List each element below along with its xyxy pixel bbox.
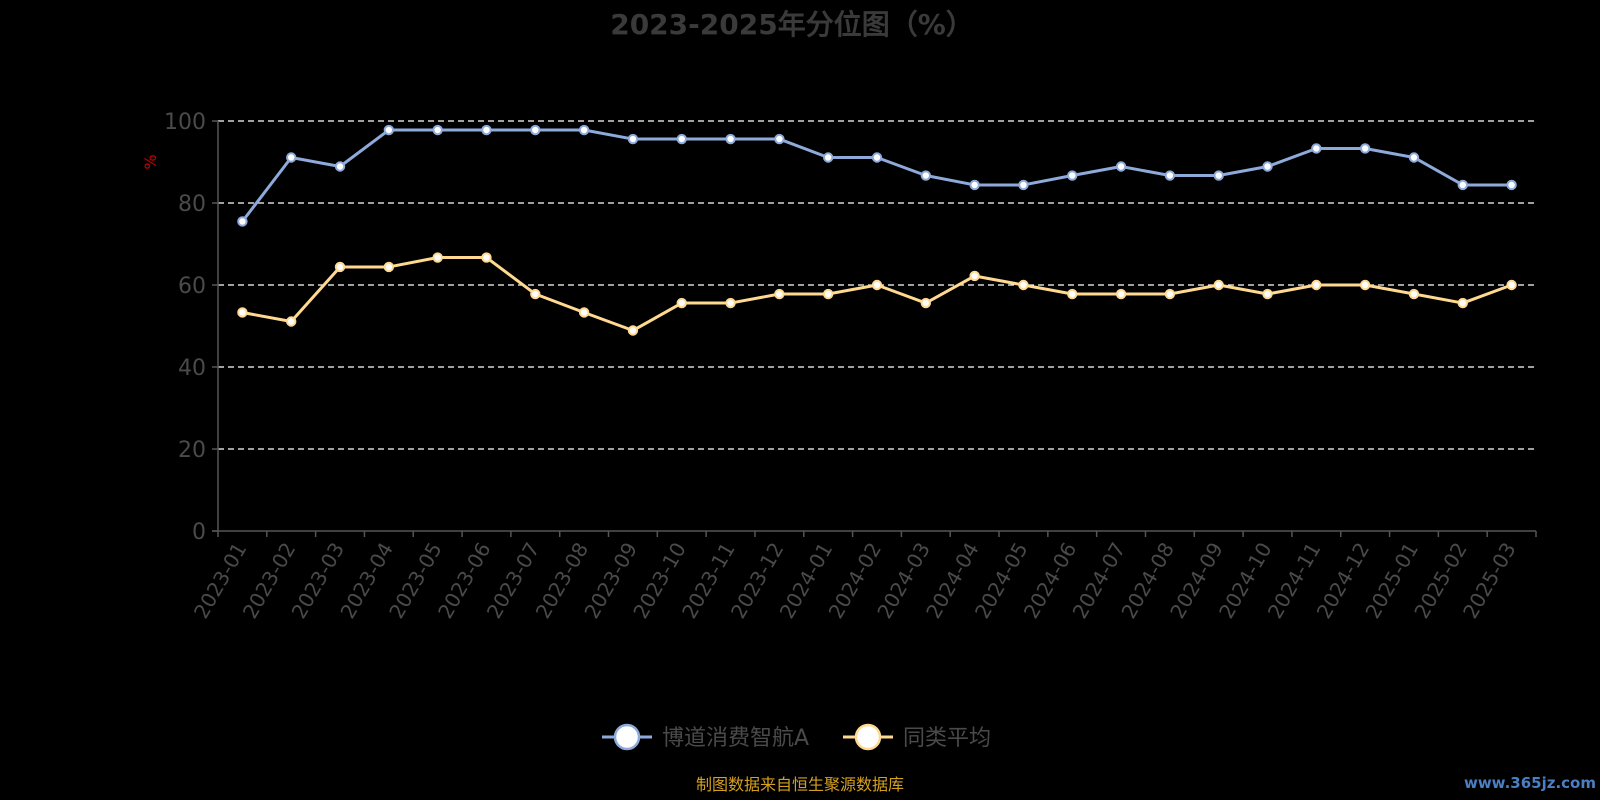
- data-point[interactable]: [1115, 161, 1127, 172]
- y-tick-label: 20: [178, 438, 206, 463]
- data-point[interactable]: [383, 124, 395, 136]
- data-point[interactable]: [725, 133, 736, 145]
- data-point[interactable]: [1164, 170, 1176, 181]
- data-point[interactable]: [1311, 143, 1322, 154]
- y-tick-label: 100: [164, 110, 206, 135]
- axis-layer: 0204060801002023-012023-022023-032023-04…: [164, 110, 1537, 623]
- data-point[interactable]: [432, 124, 443, 136]
- data-point[interactable]: [1506, 279, 1517, 291]
- data-point[interactable]: [334, 261, 346, 273]
- data-point[interactable]: [1164, 288, 1176, 300]
- data-point[interactable]: [1408, 288, 1420, 300]
- data-point[interactable]: [286, 316, 297, 327]
- data-point[interactable]: [1311, 279, 1322, 291]
- legend-item[interactable]: 同类平均: [843, 723, 991, 751]
- series-1: [237, 124, 1517, 227]
- y-tick-label: 0: [192, 520, 206, 545]
- data-point[interactable]: [822, 152, 834, 163]
- data-point[interactable]: [676, 297, 687, 309]
- legend-label: 同类平均: [903, 726, 991, 751]
- data-point[interactable]: [383, 261, 395, 273]
- y-tick-label: 60: [178, 274, 206, 299]
- data-point[interactable]: [871, 152, 883, 163]
- data-point[interactable]: [237, 307, 248, 318]
- chart-title: 2023-2025年分位图（%）: [610, 8, 974, 41]
- legend-marker-icon: [613, 723, 641, 751]
- data-point[interactable]: [1506, 179, 1517, 191]
- legend-label: 博道消费智航A: [662, 726, 809, 751]
- data-point[interactable]: [530, 288, 541, 300]
- data-point[interactable]: [1115, 288, 1127, 300]
- data-point[interactable]: [725, 297, 736, 309]
- data-point[interactable]: [1213, 279, 1224, 291]
- data-point[interactable]: [627, 325, 639, 336]
- data-point[interactable]: [920, 170, 932, 181]
- legend-marker-icon: [854, 723, 882, 751]
- data-point[interactable]: [1213, 170, 1224, 181]
- data-point[interactable]: [432, 252, 443, 263]
- data-point[interactable]: [822, 288, 834, 300]
- data-point[interactable]: [676, 133, 687, 145]
- series-layer: [237, 124, 1517, 336]
- data-point[interactable]: [481, 252, 492, 263]
- data-point[interactable]: [481, 124, 492, 136]
- data-point[interactable]: [871, 279, 883, 291]
- y-tick-label: 40: [178, 356, 206, 381]
- y-axis-label: %: [141, 154, 160, 169]
- data-point[interactable]: [1408, 152, 1420, 163]
- data-point[interactable]: [969, 270, 980, 282]
- series-line: [242, 256, 1513, 333]
- data-point[interactable]: [530, 124, 541, 136]
- data-source-note: 制图数据来自恒生聚源数据库: [696, 775, 904, 794]
- data-point[interactable]: [774, 288, 785, 300]
- data-point[interactable]: [1457, 297, 1468, 309]
- y-tick-label: 80: [178, 192, 206, 217]
- legend[interactable]: 博道消费智航A 同类平均: [602, 723, 991, 751]
- data-point[interactable]: [1067, 170, 1078, 181]
- data-point[interactable]: [1067, 288, 1078, 300]
- data-point[interactable]: [1018, 179, 1029, 191]
- data-point[interactable]: [774, 133, 785, 145]
- data-point[interactable]: [286, 152, 297, 163]
- data-point[interactable]: [1457, 179, 1468, 191]
- data-point[interactable]: [578, 307, 590, 318]
- data-point[interactable]: [334, 161, 346, 172]
- data-point[interactable]: [1262, 161, 1273, 172]
- data-point[interactable]: [1359, 279, 1371, 291]
- data-point[interactable]: [1262, 288, 1273, 300]
- data-point[interactable]: [627, 133, 639, 145]
- data-point[interactable]: [578, 124, 590, 136]
- series-line: [241, 128, 1512, 223]
- legend-item[interactable]: 博道消费智航A: [602, 723, 809, 751]
- data-point[interactable]: [1018, 279, 1029, 291]
- data-point[interactable]: [969, 179, 980, 191]
- data-point[interactable]: [920, 297, 932, 309]
- watermark: www.365jz.com: [1464, 774, 1596, 792]
- data-point[interactable]: [237, 216, 248, 227]
- data-point[interactable]: [1359, 143, 1371, 154]
- series-2: [237, 252, 1517, 336]
